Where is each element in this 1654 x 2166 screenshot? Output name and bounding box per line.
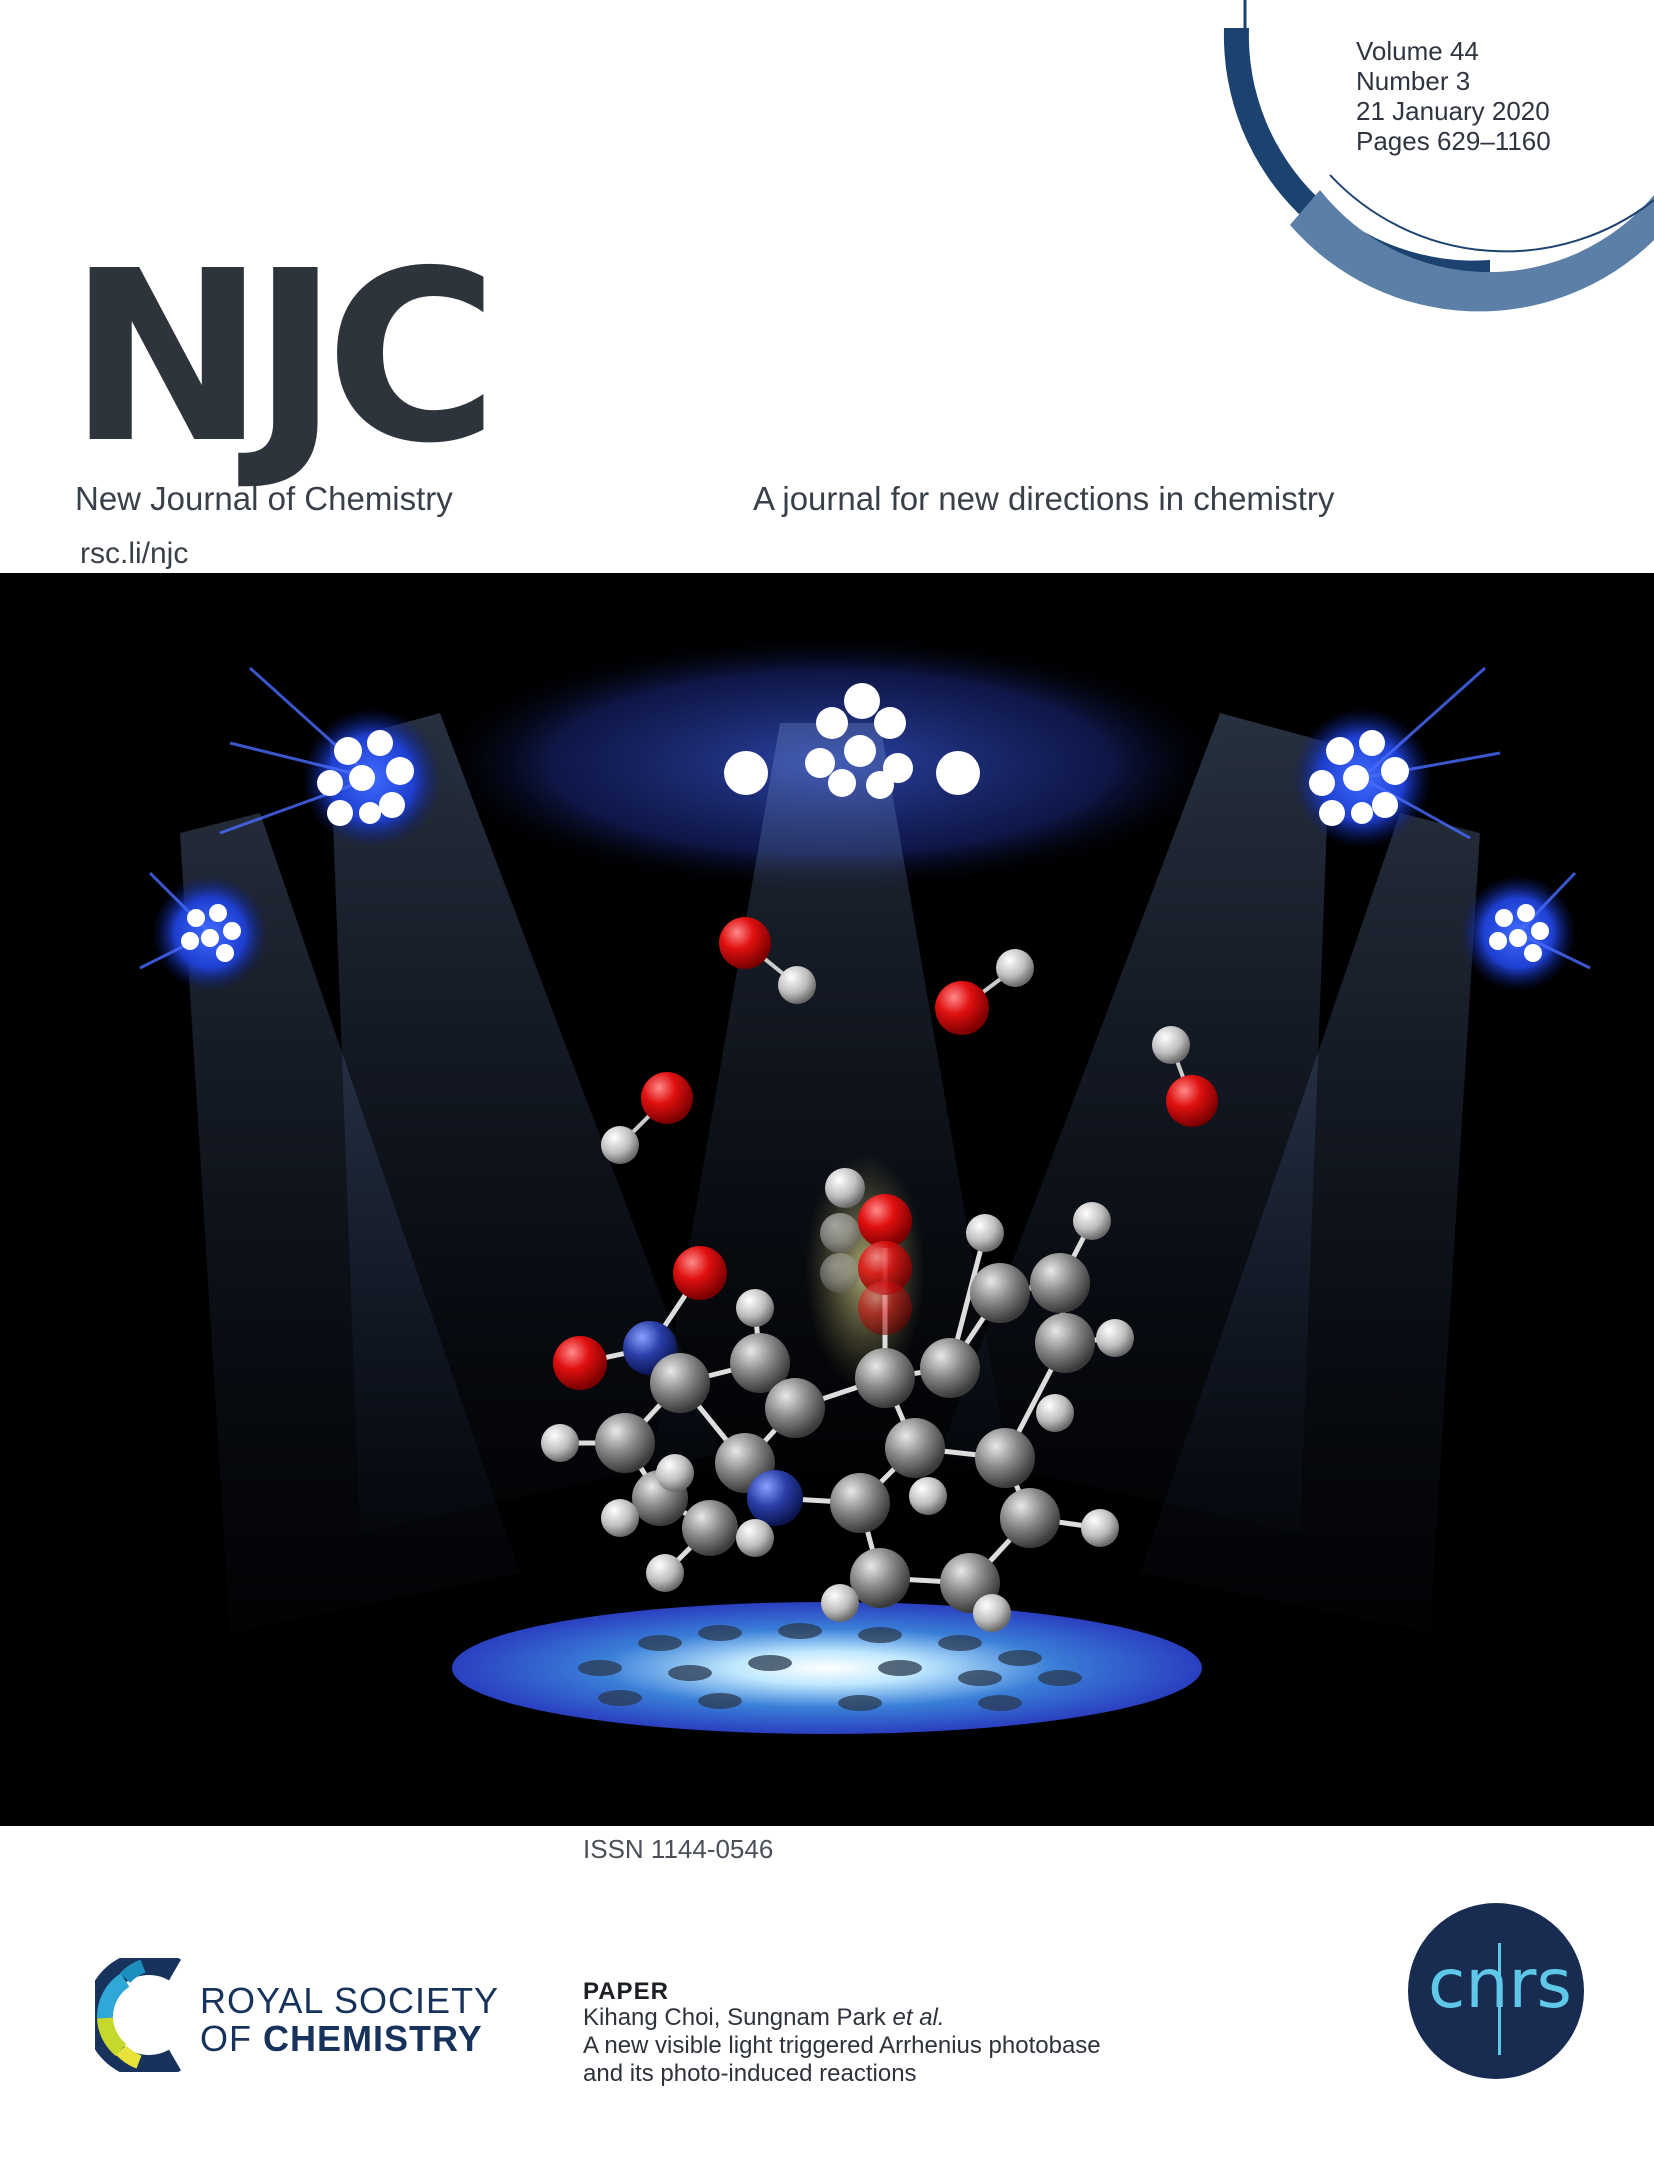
volume-text: Volume 44 <box>1356 36 1479 66</box>
journal-tagline: A journal for new directions in chemistr… <box>753 480 1335 517</box>
paper-label: PAPER <box>583 1978 669 2005</box>
spotlight-lamps <box>139 666 1591 991</box>
photobase-molecule <box>541 1153 1134 1632</box>
paper-authors: Kihang Choi, Sungnam Park et al. <box>583 2004 945 2031</box>
cnrs-logo-stroke <box>1498 1943 1501 2055</box>
issn-text: ISSN 1144-0546 <box>583 1834 774 1864</box>
publisher-line-2: OF CHEMISTRY <box>200 2018 483 2059</box>
cover-artwork <box>0 573 1654 1826</box>
floor-shadow <box>578 1623 1082 1711</box>
pages-text: Pages 629–1160 <box>1356 126 1551 156</box>
paper-title-line-2[interactable]: and its photo-induced reactions <box>583 2060 917 2087</box>
publisher-line-1: ROYAL SOCIETY <box>200 1980 500 2021</box>
journal-url: rsc.li/njc <box>80 537 189 570</box>
journal-acronym: NJC <box>68 220 499 495</box>
publisher-name[interactable]: ROYAL SOCIETY OF CHEMISTRY <box>200 1982 499 2058</box>
issue-arc-graphic <box>1223 0 1654 312</box>
journal-name: New Journal of Chemistry <box>75 480 453 517</box>
cnrs-logo: cnrs <box>1408 1903 1584 2079</box>
publisher-line-2-bold: CHEMISTRY <box>263 2018 483 2059</box>
water-molecules <box>601 917 1218 1164</box>
date-text: 21 January 2020 <box>1356 96 1550 126</box>
number-text: Number 3 <box>1356 66 1471 96</box>
rsc-logo-icon <box>95 1958 181 2072</box>
cover-illustration <box>0 573 1654 1826</box>
paper-authors-etal: et al. <box>892 2004 945 2031</box>
paper-title-line-1[interactable]: A new visible light triggered Arrhenius … <box>583 2032 1101 2059</box>
